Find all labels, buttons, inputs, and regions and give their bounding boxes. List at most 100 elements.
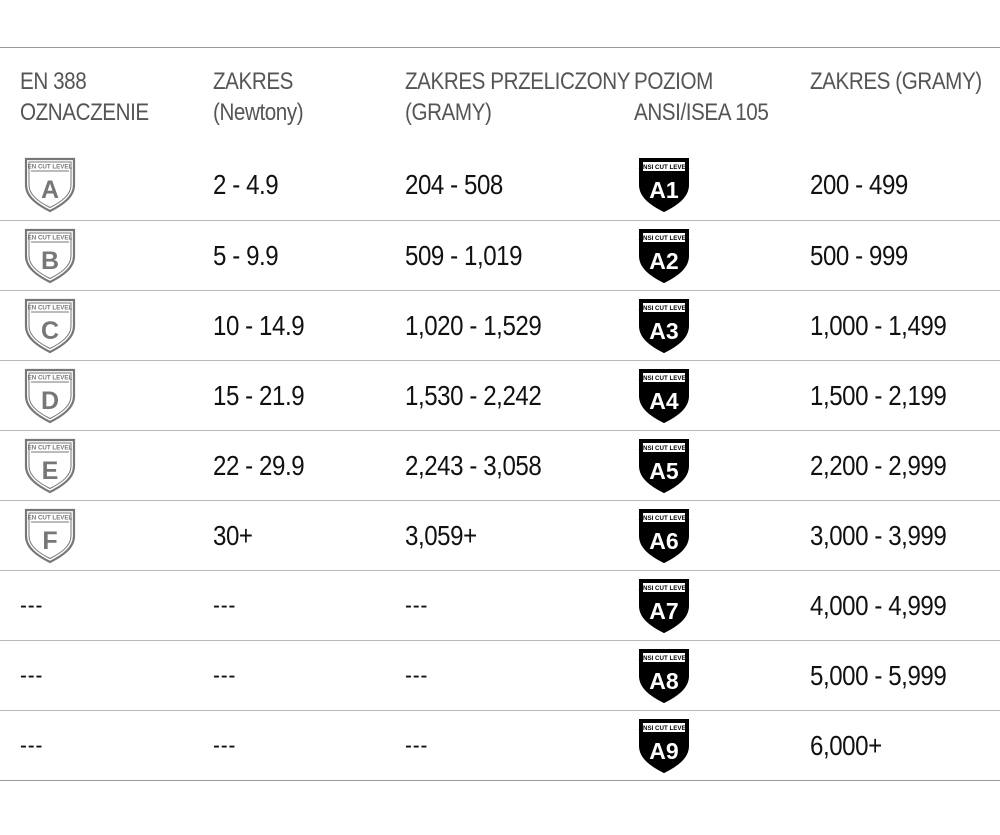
header-line: EN 388 — [20, 68, 87, 95]
ansi-range-grams: 6,000+ — [810, 730, 882, 761]
en-cut-level-badge-icon: EN CUT LEVEL C — [20, 294, 80, 356]
svg-text:EN CUT LEVEL: EN CUT LEVEL — [28, 235, 73, 242]
range-newtons: 15 - 21.9 — [213, 380, 305, 411]
table-row: EN CUT LEVEL F 30+ 3,059+ ANSI CUT LEVEL A6 3,… — [0, 500, 1000, 570]
svg-text:ANSI CUT LEVEL: ANSI CUT LEVEL — [639, 375, 690, 382]
header-line: ZAKRES (GRAMY) — [810, 68, 982, 95]
ansi-range-grams: 3,000 - 3,999 — [810, 520, 947, 551]
ansi-range-grams: 1,500 - 2,199 — [810, 380, 947, 411]
header-line: ZAKRES PRZELICZONY — [405, 68, 631, 95]
table-row: EN CUT LEVEL E 22 - 29.9 2,243 - 3,058 ANSI … — [0, 430, 1000, 500]
svg-text:A8: A8 — [649, 668, 679, 694]
svg-text:D: D — [41, 387, 59, 415]
en-cut-level-badge-icon: EN CUT LEVEL F — [20, 504, 80, 566]
ansi-cut-level-badge-icon: ANSI CUT LEVEL A3 — [634, 294, 694, 356]
table-row: --- --- --- ANSI CUT LEVEL A7 4,000 - 4,999 — [0, 570, 1000, 640]
range-newtons: 2 - 4.9 — [213, 169, 279, 200]
svg-text:A5: A5 — [649, 458, 679, 484]
ansi-cut-level-badge-icon: ANSI CUT LEVEL A1 — [634, 153, 694, 215]
svg-text:EN CUT LEVEL: EN CUT LEVEL — [28, 515, 73, 522]
svg-text:EN CUT LEVEL: EN CUT LEVEL — [28, 164, 73, 171]
table-row: EN CUT LEVEL D 15 - 21.9 1,530 - 2,242 ANSI … — [0, 360, 1000, 430]
svg-text:EN CUT LEVEL: EN CUT LEVEL — [28, 375, 73, 382]
range-converted-grams: 1,530 - 2,242 — [405, 380, 542, 411]
cut-level-table: EN 388 OZNACZENIE ZAKRES (Newtony) ZAKRE… — [0, 47, 1000, 781]
svg-text:EN CUT LEVEL: EN CUT LEVEL — [28, 445, 73, 452]
en-cut-level-badge-icon: EN CUT LEVEL D — [20, 364, 80, 426]
ansi-cut-level-badge-icon: ANSI CUT LEVEL A8 — [634, 644, 694, 706]
range-converted-grams: --- — [405, 732, 429, 759]
range-newtons: 22 - 29.9 — [213, 450, 305, 481]
header-line: (GRAMY) — [405, 99, 492, 126]
ansi-cut-level-badge-icon: ANSI CUT LEVEL A6 — [634, 504, 694, 566]
svg-text:ANSI CUT LEVEL: ANSI CUT LEVEL — [639, 235, 690, 242]
header-ansi-level: POZIOM ANSI/ISEA 105 — [634, 66, 769, 128]
table-row: --- --- --- ANSI CUT LEVEL A9 6,000+ — [0, 710, 1000, 780]
svg-text:A: A — [41, 176, 59, 204]
range-converted-grams: 2,243 - 3,058 — [405, 450, 542, 481]
svg-text:A4: A4 — [649, 388, 679, 414]
range-newtons: 10 - 14.9 — [213, 310, 305, 341]
header-line: ANSI/ISEA 105 — [634, 99, 769, 126]
header-en388: EN 388 OZNACZENIE — [20, 66, 149, 128]
svg-text:C: C — [41, 317, 59, 345]
header-line: POZIOM — [634, 68, 713, 95]
en-level-empty: --- — [20, 662, 44, 689]
range-converted-grams: --- — [405, 592, 429, 619]
svg-text:A7: A7 — [649, 598, 678, 624]
header-line: OZNACZENIE — [20, 99, 149, 126]
ansi-cut-level-badge-icon: ANSI CUT LEVEL A5 — [634, 434, 694, 496]
table-header: EN 388 OZNACZENIE ZAKRES (Newtony) ZAKRE… — [0, 48, 1000, 150]
ansi-cut-level-badge-icon: ANSI CUT LEVEL A9 — [634, 714, 694, 776]
svg-text:A3: A3 — [649, 318, 678, 344]
ansi-range-grams: 500 - 999 — [810, 240, 908, 271]
svg-text:A6: A6 — [649, 528, 678, 554]
en-level-empty: --- — [20, 732, 44, 759]
ansi-cut-level-badge-icon: ANSI CUT LEVEL A2 — [634, 224, 694, 286]
table-row: EN CUT LEVEL B 5 - 9.9 509 - 1,019 ANSI CUT … — [0, 220, 1000, 290]
header-range-newtons: ZAKRES (Newtony) — [213, 66, 304, 128]
range-newtons: --- — [213, 662, 237, 689]
ansi-range-grams: 5,000 - 5,999 — [810, 660, 947, 691]
range-newtons: --- — [213, 592, 237, 619]
svg-text:ANSI CUT LEVEL: ANSI CUT LEVEL — [639, 725, 690, 732]
range-converted-grams: 509 - 1,019 — [405, 240, 523, 271]
header-line: ZAKRES — [213, 68, 294, 95]
ansi-range-grams: 4,000 - 4,999 — [810, 590, 947, 621]
svg-text:A9: A9 — [649, 738, 678, 764]
svg-text:F: F — [42, 527, 57, 555]
svg-text:ANSI CUT LEVEL: ANSI CUT LEVEL — [639, 655, 690, 662]
range-converted-grams: --- — [405, 662, 429, 689]
ansi-range-grams: 2,200 - 2,999 — [810, 450, 947, 481]
range-newtons: 5 - 9.9 — [213, 240, 279, 271]
ansi-range-grams: 200 - 499 — [810, 169, 908, 200]
header-line: (Newtony) — [213, 99, 304, 126]
ansi-range-grams: 1,000 - 1,499 — [810, 310, 947, 341]
en-cut-level-badge-icon: EN CUT LEVEL E — [20, 434, 80, 496]
svg-text:ANSI CUT LEVEL: ANSI CUT LEVEL — [639, 515, 690, 522]
svg-text:ANSI CUT LEVEL: ANSI CUT LEVEL — [639, 445, 690, 452]
svg-text:ANSI CUT LEVEL: ANSI CUT LEVEL — [639, 305, 690, 312]
svg-text:ANSI CUT LEVEL: ANSI CUT LEVEL — [639, 164, 690, 171]
svg-text:E: E — [42, 457, 59, 485]
svg-text:A1: A1 — [649, 177, 679, 203]
range-newtons: 30+ — [213, 520, 253, 551]
header-range-grams: ZAKRES (GRAMY) — [810, 66, 982, 97]
range-converted-grams: 204 - 508 — [405, 169, 503, 200]
table-row: --- --- --- ANSI CUT LEVEL A8 5,000 - 5,999 — [0, 640, 1000, 710]
ansi-cut-level-badge-icon: ANSI CUT LEVEL A4 — [634, 364, 694, 426]
svg-text:ANSI CUT LEVEL: ANSI CUT LEVEL — [639, 585, 690, 592]
svg-text:B: B — [41, 247, 59, 275]
range-converted-grams: 3,059+ — [405, 520, 477, 551]
range-converted-grams: 1,020 - 1,529 — [405, 310, 542, 341]
en-level-empty: --- — [20, 592, 44, 619]
range-newtons: --- — [213, 732, 237, 759]
table-body: EN CUT LEVEL A 2 - 4.9 204 - 508 ANSI CUT LE… — [0, 150, 1000, 780]
en-cut-level-badge-icon: EN CUT LEVEL B — [20, 224, 80, 286]
en-cut-level-badge-icon: EN CUT LEVEL A — [20, 153, 80, 215]
table-row: EN CUT LEVEL C 10 - 14.9 1,020 - 1,529 ANSI … — [0, 290, 1000, 360]
header-range-converted: ZAKRES PRZELICZONY (GRAMY) — [405, 66, 631, 128]
ansi-cut-level-badge-icon: ANSI CUT LEVEL A7 — [634, 574, 694, 636]
svg-text:EN CUT LEVEL: EN CUT LEVEL — [28, 305, 73, 312]
table-row: EN CUT LEVEL A 2 - 4.9 204 - 508 ANSI CUT LE… — [0, 150, 1000, 220]
